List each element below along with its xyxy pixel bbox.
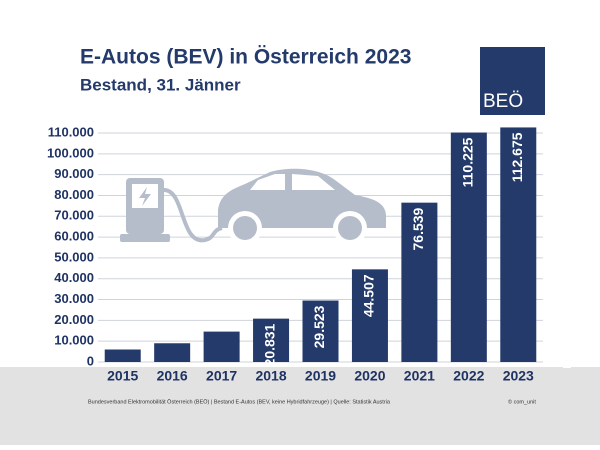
x-tick-label: 2020 (354, 368, 385, 384)
chart-subtitle: Bestand, 31. Jänner (80, 75, 241, 94)
x-tick-label: 2015 (107, 368, 138, 384)
value-label: 112.675 (509, 132, 525, 182)
bar (351, 269, 388, 362)
bar (203, 331, 240, 362)
y-tick-label: 20.000 (54, 312, 94, 327)
x-tick-label: 2017 (206, 368, 237, 384)
y-tick-label: 40.000 (54, 270, 94, 285)
y-tick-label: 100.000 (47, 145, 94, 160)
bar (401, 202, 438, 362)
y-tick-label: 60.000 (54, 229, 94, 244)
credit: © com_unit (508, 398, 536, 405)
bar (302, 300, 339, 362)
x-tick-label: 2021 (404, 368, 435, 384)
footnote: Bundesverband Elektromobilität Österreic… (88, 398, 391, 405)
value-label: 110.225 (460, 137, 476, 187)
tree-icon (545, 313, 590, 368)
y-tick-label: 80.000 (54, 187, 94, 202)
y-tick-label: 0 (87, 353, 94, 368)
y-tick-label: 110.000 (48, 124, 94, 139)
x-tick-label: 2018 (255, 368, 286, 384)
value-label: 29.523 (311, 305, 327, 348)
y-tick-label: 50.000 (54, 249, 94, 264)
bar (104, 349, 141, 362)
bar (253, 318, 290, 362)
x-tick-label: 2022 (453, 368, 484, 384)
ev-illustration (120, 168, 386, 245)
x-tick-label: 2016 (157, 368, 188, 384)
x-tick-label: 2023 (503, 368, 534, 384)
logo: BEÖ (483, 91, 523, 112)
bar (500, 127, 537, 363)
y-tick-label: 10.000 (54, 333, 94, 348)
value-label: 20.831 (262, 323, 278, 366)
bar (154, 343, 191, 362)
y-tick-label: 70.000 (54, 208, 94, 223)
bars: 20.831 29.523 44.507 76.539 110.225 112.675 (104, 127, 537, 366)
bar (450, 132, 487, 362)
y-tick-label: 30.000 (54, 291, 94, 306)
value-label: 76.539 (410, 207, 426, 250)
chart-title: E-Autos (BEV) in Österreich 2023 (80, 46, 411, 69)
logo-box (480, 47, 545, 115)
x-tick-label: 2019 (305, 368, 336, 384)
floor (0, 367, 600, 445)
value-label: 44.507 (361, 274, 377, 317)
y-tick-label: 90.000 (54, 166, 94, 181)
